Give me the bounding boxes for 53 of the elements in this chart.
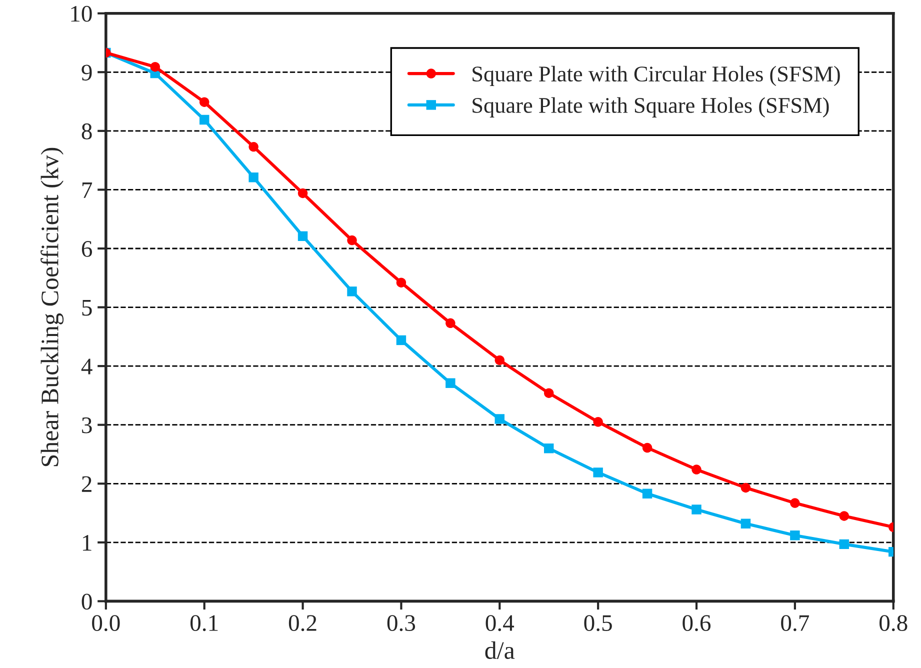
x-tick-label: 0.8 [880,615,908,632]
y-tick-label: 4 [81,358,92,374]
y-tick-label: 0 [82,594,92,610]
y-tick-label: 8 [82,123,92,140]
x-axis-title: d/a [485,641,515,659]
point [298,231,308,242]
point [692,504,702,514]
point [544,388,554,398]
legend-label: Square Plate with Square Holes (SFSM) [472,97,829,118]
point [347,286,357,296]
x-tick-label: 0.3 [387,615,416,632]
point [446,378,456,388]
point [740,482,751,493]
point [446,318,456,328]
x-tick-label: 0.7 [781,615,810,632]
y-tick-label: 9 [82,64,92,81]
point [839,539,850,550]
point [642,488,652,498]
x-tick-label: 0.1 [190,615,218,632]
x-tick-label: 0.6 [682,615,711,632]
x-tick-label: 0.0 [92,615,120,632]
point [494,414,505,424]
point [790,498,800,508]
legend-label: Square Plate with Circular Holes (SFSM) [472,66,840,86]
y-axis-title: Shear Buckling Coefficient (kv) [40,148,64,466]
point [248,172,258,182]
point [494,355,505,366]
point [593,468,603,478]
x-tick-label: 0.5 [584,615,612,632]
point [544,444,554,454]
point [396,278,406,288]
point [740,518,751,528]
point [199,114,210,125]
y-tick-label: 3 [82,417,92,434]
y-tick-label: 6 [82,241,92,257]
y-tick-label: 2 [82,476,92,492]
y-tick-label: 7 [82,182,92,198]
point [347,235,357,246]
y-tick-label: 5 [82,300,92,316]
x-tick-label: 0.2 [288,615,316,632]
point [298,188,308,198]
point [396,335,406,346]
point [593,417,603,427]
point [199,97,210,107]
point [248,142,258,152]
point [150,62,160,72]
point [790,530,800,540]
y-tick-label: 1 [82,535,92,551]
point [642,442,652,453]
y-tick-label: 10 [71,6,92,22]
point [692,464,702,474]
x-tick-label: 0.4 [486,615,514,632]
point [839,511,850,521]
